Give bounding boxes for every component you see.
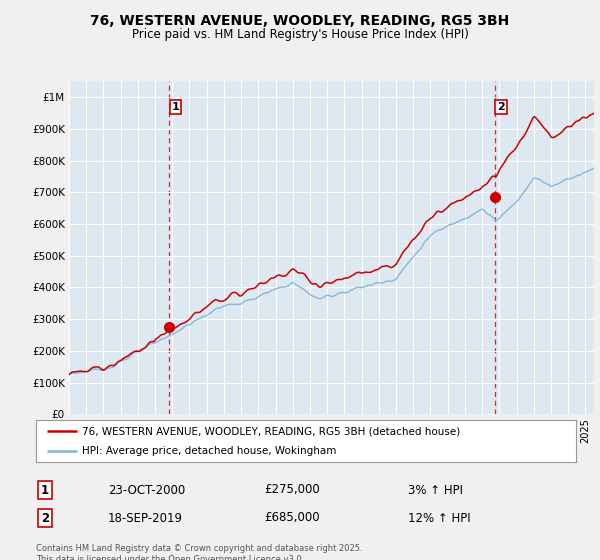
Text: 3% ↑ HPI: 3% ↑ HPI xyxy=(408,483,463,497)
Text: 1: 1 xyxy=(172,101,179,111)
Text: £685,000: £685,000 xyxy=(264,511,320,525)
Text: Price paid vs. HM Land Registry's House Price Index (HPI): Price paid vs. HM Land Registry's House … xyxy=(131,28,469,41)
Text: 2: 2 xyxy=(41,511,49,525)
Text: 76, WESTERN AVENUE, WOODLEY, READING, RG5 3BH: 76, WESTERN AVENUE, WOODLEY, READING, RG… xyxy=(91,14,509,28)
Text: 2: 2 xyxy=(497,101,505,111)
Text: £275,000: £275,000 xyxy=(264,483,320,497)
Text: HPI: Average price, detached house, Wokingham: HPI: Average price, detached house, Woki… xyxy=(82,446,336,456)
Text: 76, WESTERN AVENUE, WOODLEY, READING, RG5 3BH (detached house): 76, WESTERN AVENUE, WOODLEY, READING, RG… xyxy=(82,426,460,436)
Text: 1: 1 xyxy=(41,483,49,497)
Text: 12% ↑ HPI: 12% ↑ HPI xyxy=(408,511,470,525)
Text: Contains HM Land Registry data © Crown copyright and database right 2025.
This d: Contains HM Land Registry data © Crown c… xyxy=(36,544,362,560)
Text: 23-OCT-2000: 23-OCT-2000 xyxy=(108,483,185,497)
Text: 18-SEP-2019: 18-SEP-2019 xyxy=(108,511,183,525)
